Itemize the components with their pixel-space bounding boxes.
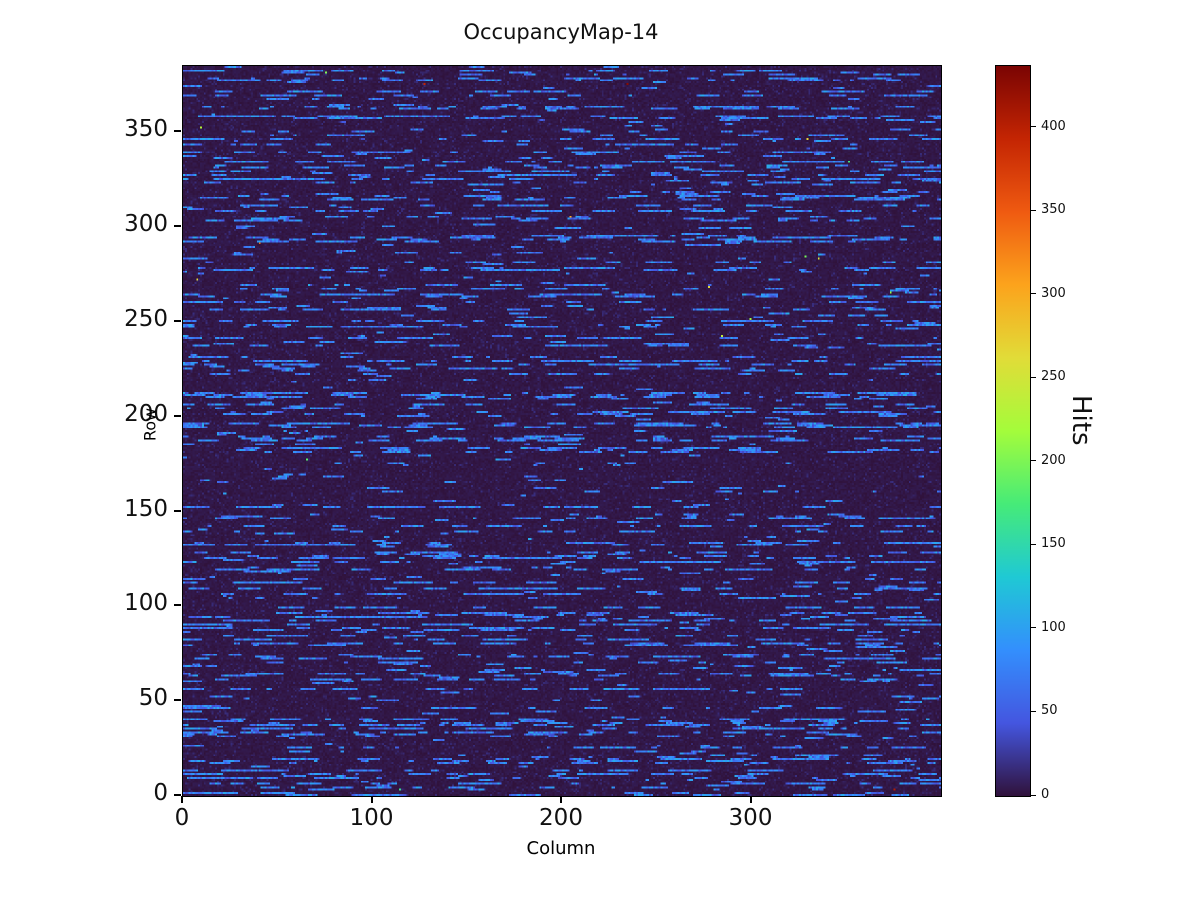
heatmap-image [183, 66, 941, 796]
colorbar-tick-label: 0 [1041, 787, 1050, 802]
x-tick-label: 300 [728, 805, 773, 831]
x-tick-label: 100 [349, 805, 394, 831]
y-tick-mark [174, 225, 181, 228]
x-tick-mark [181, 796, 183, 803]
colorbar [995, 65, 1031, 797]
y-tick-mark [174, 604, 181, 607]
x-tick-mark [370, 796, 373, 803]
colorbar-tick-mark [1031, 209, 1036, 211]
colorbar-tick-mark [1031, 460, 1036, 462]
y-tick-mark [174, 319, 181, 322]
y-tick-label: 250 [124, 305, 168, 332]
x-tick-label: 200 [539, 805, 583, 831]
colorbar-tick-label: 50 [1041, 703, 1058, 719]
y-axis-label: Row [140, 407, 160, 442]
colorbar-tick-label: 350 [1041, 202, 1066, 218]
x-axis-label: Column [526, 838, 596, 859]
y-tick-label: 150 [124, 495, 168, 522]
x-tick-mark [749, 796, 752, 803]
colorbar-tick-label: 200 [1041, 452, 1066, 468]
y-tick-label: 0 [153, 780, 168, 806]
y-tick-label: 50 [138, 685, 168, 712]
colorbar-tick-label: 300 [1041, 285, 1066, 301]
y-tick-label: 200 [124, 400, 168, 427]
colorbar-tick-mark [1031, 794, 1036, 796]
y-tick-mark [174, 414, 181, 417]
x-tick-mark [560, 796, 562, 803]
colorbar-tick-mark [1031, 376, 1036, 378]
y-tick-label: 300 [124, 211, 168, 238]
colorbar-tick-label: 250 [1041, 369, 1066, 385]
colorbar-tick-mark [1031, 293, 1036, 295]
y-tick-label: 100 [124, 590, 168, 617]
colorbar-tick-label: 150 [1041, 536, 1066, 552]
chart-title: OccupancyMap-14 [463, 20, 659, 44]
colorbar-label: Hits [1066, 395, 1096, 446]
x-tick-label: 0 [174, 805, 190, 831]
colorbar-tick-label: 400 [1041, 118, 1066, 134]
y-tick-mark [174, 130, 181, 133]
y-tick-mark [174, 509, 181, 512]
y-tick-mark [174, 699, 181, 702]
y-tick-mark [174, 794, 181, 796]
colorbar-tick-mark [1031, 126, 1036, 128]
colorbar-tick-label: 100 [1041, 619, 1066, 635]
y-tick-label: 350 [124, 116, 168, 143]
colorbar-tick-mark [1031, 543, 1036, 545]
colorbar-tick-mark [1031, 710, 1036, 712]
heatmap-plot-area [182, 65, 942, 797]
colorbar-tick-mark [1031, 627, 1036, 629]
